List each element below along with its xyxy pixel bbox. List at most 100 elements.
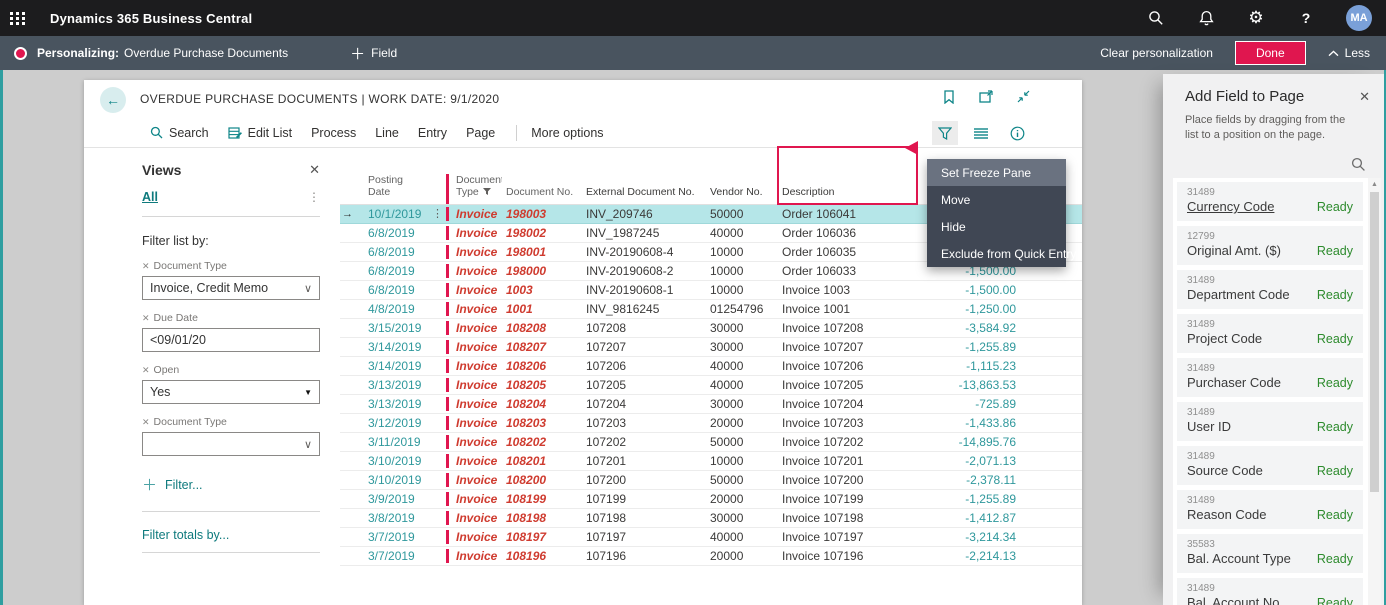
view-all-link[interactable]: All bbox=[142, 190, 158, 204]
cell-document-type[interactable]: Invoice bbox=[446, 549, 502, 563]
cell-document-no[interactable]: 108206 bbox=[506, 359, 547, 373]
cell-amount[interactable]: -1,412.87 bbox=[965, 511, 1016, 525]
table-row[interactable]: 6/8/2019 Invoice 198001 INV-20190608-4 10000… bbox=[340, 243, 1082, 262]
search-icon[interactable] bbox=[1146, 8, 1166, 28]
cell-external-document-no[interactable]: INV-20190608-2 bbox=[586, 264, 674, 278]
cell-document-no[interactable]: 108207 bbox=[506, 340, 547, 354]
table-row[interactable]: 3/7/2019 Invoice 108196 107196 20000 Invoice … bbox=[340, 547, 1082, 566]
field-list-item[interactable]: 31489 Currency Code Ready bbox=[1177, 182, 1363, 221]
cell-amount[interactable]: -1,255.89 bbox=[965, 340, 1016, 354]
cell-document-no[interactable]: 108200 bbox=[506, 473, 547, 487]
cell-document-type[interactable]: Invoice bbox=[446, 302, 502, 316]
collapse-icon[interactable] bbox=[1017, 90, 1030, 104]
cell-document-no[interactable]: 198000 bbox=[506, 264, 547, 278]
cell-description[interactable]: Invoice 107203 bbox=[782, 416, 864, 430]
cell-document-no[interactable]: 108196 bbox=[506, 549, 547, 563]
field-list-item[interactable]: 31489 Source Code Ready bbox=[1177, 446, 1363, 485]
cell-vendor-no[interactable]: 10000 bbox=[710, 283, 744, 297]
cell-document-type[interactable]: Invoice bbox=[446, 207, 502, 221]
cell-external-document-no[interactable]: 107200 bbox=[586, 473, 627, 487]
table-row[interactable]: → 10/1/2019 ⋮ Invoice 198003 INV_209746 50000 O… bbox=[340, 205, 1082, 224]
cell-posting-date[interactable]: 3/14/2019 bbox=[368, 340, 422, 354]
cell-vendor-no[interactable]: 30000 bbox=[710, 321, 744, 335]
cell-document-type[interactable]: Invoice bbox=[446, 378, 502, 392]
cell-document-no[interactable]: 108202 bbox=[506, 435, 547, 449]
remove-filter-icon[interactable]: ✕ bbox=[142, 312, 150, 323]
cell-vendor-no[interactable]: 10000 bbox=[710, 264, 744, 278]
remove-filter-icon[interactable]: ✕ bbox=[142, 416, 150, 427]
column-header-vendor-no[interactable]: Vendor No. bbox=[710, 186, 763, 198]
cell-vendor-no[interactable]: 30000 bbox=[710, 511, 744, 525]
cell-external-document-no[interactable]: 107201 bbox=[586, 454, 627, 468]
cell-posting-date[interactable]: 3/13/2019 bbox=[368, 378, 422, 392]
cell-posting-date[interactable]: 4/8/2019 bbox=[368, 302, 415, 316]
toolbar-edit-list-button[interactable]: Edit List bbox=[228, 126, 292, 140]
help-icon[interactable]: ? bbox=[1301, 10, 1311, 26]
cell-description[interactable]: Invoice 107205 bbox=[782, 378, 864, 392]
column-header-document-type[interactable]: Document Type bbox=[446, 174, 502, 204]
table-row[interactable]: 3/10/2019 Invoice 108201 107201 10000 Invoice… bbox=[340, 452, 1082, 471]
cell-external-document-no[interactable]: 107208 bbox=[586, 321, 627, 335]
field-list-item[interactable]: 31489 Department Code Ready bbox=[1177, 270, 1363, 309]
cell-vendor-no[interactable]: 40000 bbox=[710, 378, 744, 392]
cell-document-no[interactable]: 108197 bbox=[506, 530, 547, 544]
cell-amount[interactable]: -1,255.89 bbox=[965, 492, 1016, 506]
cell-document-no[interactable]: 108199 bbox=[506, 492, 547, 506]
table-row[interactable]: 3/10/2019 Invoice 108200 107200 50000 Invoice… bbox=[340, 471, 1082, 490]
field-list-item[interactable]: 35583 Bal. Account Type Ready bbox=[1177, 534, 1363, 573]
open-in-window-icon[interactable] bbox=[979, 90, 993, 104]
scrollbar-thumb[interactable] bbox=[1370, 192, 1379, 492]
view-options-ellipsis-icon[interactable]: ⋮ bbox=[308, 190, 320, 204]
context-menu-item[interactable]: Hide bbox=[941, 219, 966, 234]
cell-vendor-no[interactable]: 50000 bbox=[710, 435, 744, 449]
cell-document-type[interactable]: Invoice bbox=[446, 473, 502, 487]
cell-document-no[interactable]: 108203 bbox=[506, 416, 547, 430]
cell-description[interactable]: Order 106036 bbox=[782, 226, 857, 240]
cell-document-type[interactable]: Invoice bbox=[446, 226, 502, 240]
column-header-external-document-no[interactable]: External Document No. bbox=[586, 186, 695, 198]
field-list-item[interactable]: 31489 Purchaser Code Ready bbox=[1177, 358, 1363, 397]
cell-posting-date[interactable]: 6/8/2019 bbox=[368, 245, 415, 259]
cell-posting-date[interactable]: 3/10/2019 bbox=[368, 454, 422, 468]
cell-vendor-no[interactable]: 30000 bbox=[710, 397, 744, 411]
field-search-icon[interactable] bbox=[1351, 157, 1366, 172]
add-filter-button[interactable]: ＋ Filter... bbox=[142, 474, 320, 495]
cell-document-type[interactable]: Invoice bbox=[446, 283, 502, 297]
cell-amount[interactable]: -1,250.00 bbox=[965, 302, 1016, 316]
cell-document-type[interactable]: Invoice bbox=[446, 416, 502, 430]
context-menu-item[interactable]: Move bbox=[941, 192, 971, 207]
filter-remove-label[interactable]: ✕ Document Type bbox=[142, 416, 320, 428]
cell-amount[interactable]: -2,214.13 bbox=[965, 549, 1016, 563]
cell-posting-date[interactable]: 3/13/2019 bbox=[368, 397, 422, 411]
cell-document-type[interactable]: Invoice bbox=[446, 359, 502, 373]
cell-amount[interactable]: -2,071.13 bbox=[965, 454, 1016, 468]
settings-gear-icon[interactable]: ⚙ bbox=[1248, 8, 1264, 27]
cell-description[interactable]: Invoice 107202 bbox=[782, 435, 864, 449]
toolbar-search-button[interactable]: Search bbox=[150, 126, 209, 140]
field-list-scrollbar[interactable]: ▲ bbox=[1368, 178, 1381, 605]
cell-description[interactable]: Invoice 107206 bbox=[782, 359, 864, 373]
table-row[interactable]: 6/8/2019 Invoice 1003 INV-20190608-1 10000 In… bbox=[340, 281, 1082, 300]
filter-value-combo[interactable]: Invoice, Credit Memo ∨ bbox=[142, 276, 320, 300]
table-row[interactable]: 3/15/2019 Invoice 108208 107208 30000 Invoice… bbox=[340, 319, 1082, 338]
cell-vendor-no[interactable]: 10000 bbox=[710, 454, 744, 468]
cell-external-document-no[interactable]: 107204 bbox=[586, 397, 627, 411]
table-row[interactable]: 6/8/2019 Invoice 198000 INV-20190608-2 10000… bbox=[340, 262, 1082, 281]
cell-document-type[interactable]: Invoice bbox=[446, 454, 502, 468]
table-row[interactable]: 3/14/2019 Invoice 108206 107206 40000 Invoice… bbox=[340, 357, 1082, 376]
filter-totals-by-link[interactable]: Filter totals by... bbox=[142, 528, 230, 542]
filter-value-select[interactable]: Yes ▼ bbox=[142, 380, 320, 404]
field-list-item[interactable]: 12799 Original Amt. ($) Ready bbox=[1177, 226, 1363, 265]
cell-document-type[interactable]: Invoice bbox=[446, 511, 502, 525]
filter-value-input[interactable]: <09/01/20 bbox=[142, 328, 320, 352]
cell-posting-date[interactable]: 3/11/2019 bbox=[368, 435, 421, 449]
cell-external-document-no[interactable]: 107207 bbox=[586, 340, 627, 354]
clear-personalization-button[interactable]: Clear personalization bbox=[1100, 46, 1213, 60]
table-row[interactable]: 3/13/2019 Invoice 108204 107204 30000 Invoice… bbox=[340, 395, 1082, 414]
filter-remove-label[interactable]: ✕ Due Date bbox=[142, 312, 320, 324]
toolbar-process-menu[interactable]: Process bbox=[311, 125, 357, 140]
cell-external-document-no[interactable]: 107199 bbox=[586, 492, 627, 506]
cell-external-document-no[interactable]: 107205 bbox=[586, 378, 627, 392]
field-list-item[interactable]: 31489 Project Code Ready bbox=[1177, 314, 1363, 353]
cell-posting-date[interactable]: 3/12/2019 bbox=[368, 416, 422, 430]
